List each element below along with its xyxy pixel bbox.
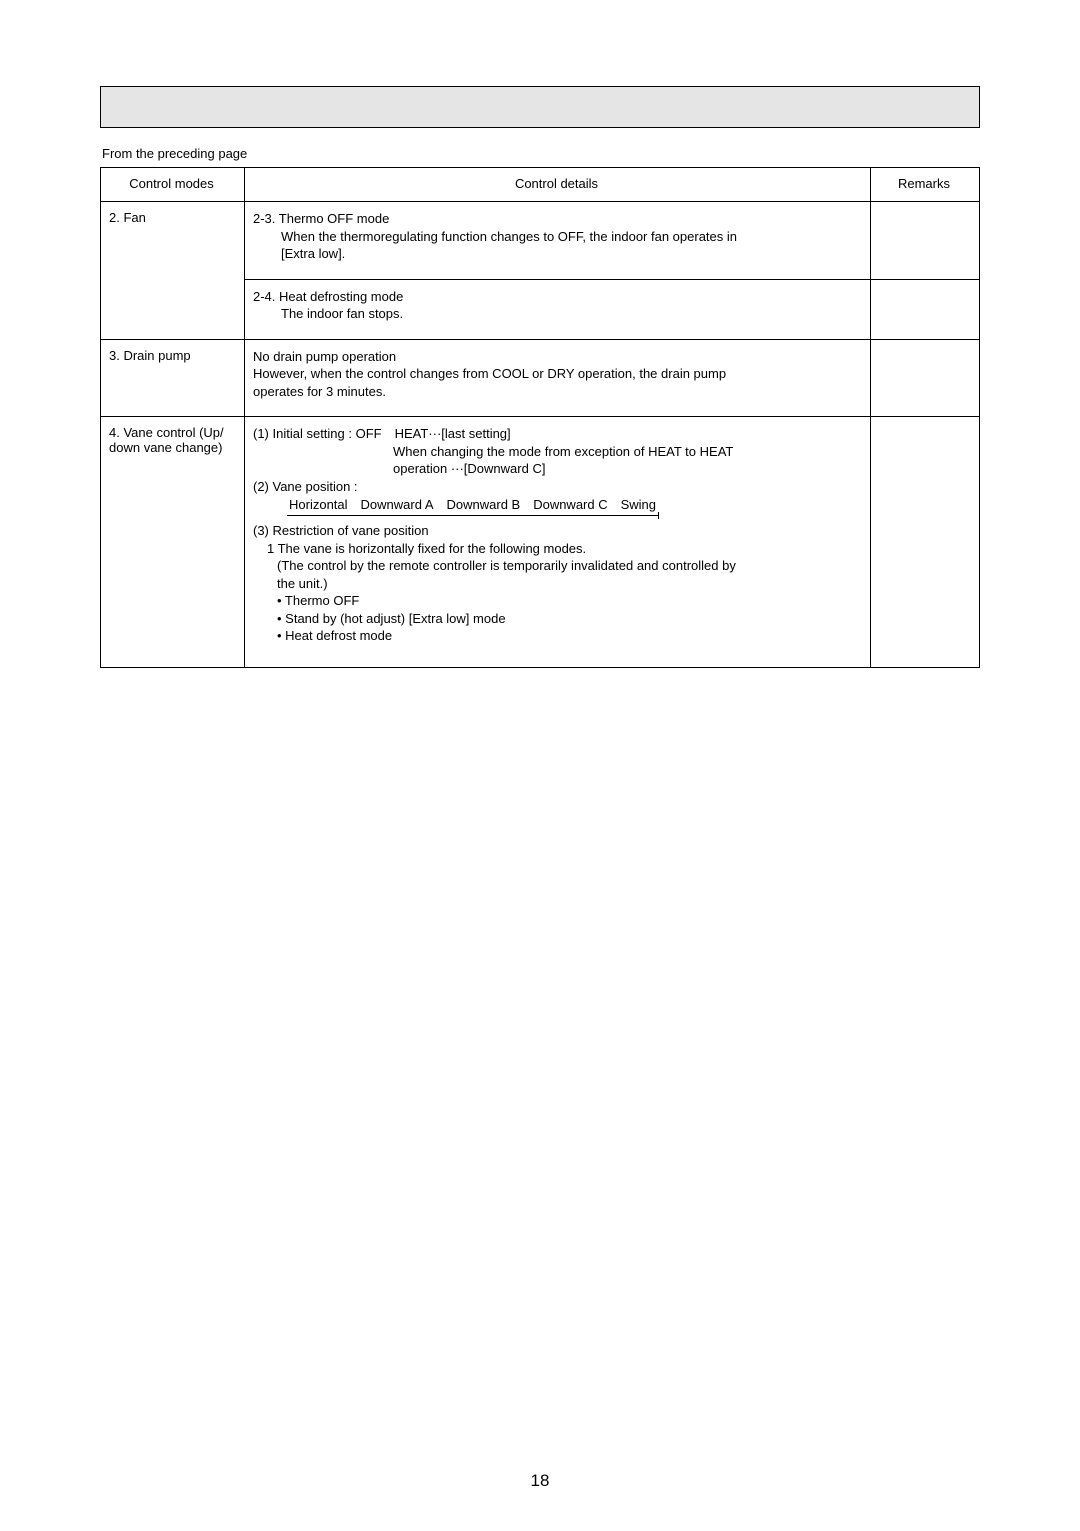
vane-p1a: When changing the mode from exception of… bbox=[253, 443, 860, 461]
drain-l1: No drain pump operation bbox=[253, 349, 396, 364]
vane-p3a: 1 The vane is horizontally fixed for the… bbox=[253, 540, 860, 558]
drain-row: 3. Drain pump No drain pump operation Ho… bbox=[101, 339, 980, 417]
vane-p3e: • Stand by (hot adjust) [Extra low] mode bbox=[253, 610, 860, 628]
fan-remarks-2 bbox=[871, 279, 980, 339]
fan-details-24: 2-4. Heat defrosting mode The indoor fan… bbox=[245, 279, 871, 339]
vane-p3f: • Heat defrost mode bbox=[253, 627, 860, 645]
header-remarks: Remarks bbox=[871, 168, 980, 202]
d24-body: The indoor fan stops. bbox=[253, 305, 860, 323]
vane-p3c: the unit.) bbox=[253, 575, 860, 593]
drain-details: No drain pump operation However, when th… bbox=[245, 339, 871, 417]
vane-p3b: (The control by the remote controller is… bbox=[253, 557, 860, 575]
drain-remarks bbox=[871, 339, 980, 417]
vane-row: 4. Vane control (Up/ down vane change) (… bbox=[101, 417, 980, 668]
header-modes: Control modes bbox=[101, 168, 245, 202]
vane-sequence: Horizontal Downward A Downward B Downwar… bbox=[287, 496, 658, 517]
vane-p3d: • Thermo OFF bbox=[253, 592, 860, 610]
fan-details-23: 2-3. Thermo OFF mode When the thermoregu… bbox=[245, 202, 871, 280]
fan-remarks-1 bbox=[871, 202, 980, 280]
drain-l2: However, when the control changes from C… bbox=[253, 366, 726, 381]
d23-body1: When the thermoregulating function chang… bbox=[253, 228, 860, 246]
d23-title: 2-3. Thermo OFF mode bbox=[253, 211, 389, 226]
drain-mode: 3. Drain pump bbox=[101, 339, 245, 417]
vane-mode: 4. Vane control (Up/ down vane change) bbox=[101, 417, 245, 668]
vane-p1: (1) Initial setting : OFF HEAT···[last s… bbox=[253, 426, 511, 441]
d23-body2: [Extra low]. bbox=[253, 245, 860, 263]
vane-p2: (2) Vane position : bbox=[253, 479, 358, 494]
drain-l3: operates for 3 minutes. bbox=[253, 384, 386, 399]
vane-p1b: operation ···[Downward C] bbox=[253, 460, 860, 478]
control-table: Control modes Control details Remarks 2.… bbox=[100, 167, 980, 668]
d24-title: 2-4. Heat defrosting mode bbox=[253, 289, 403, 304]
vane-p3: (3) Restriction of vane position bbox=[253, 523, 429, 538]
header-bar bbox=[100, 86, 980, 128]
page-number: 18 bbox=[0, 1471, 1080, 1491]
header-details: Control details bbox=[245, 168, 871, 202]
fan-row-1: 2. Fan 2-3. Thermo OFF mode When the the… bbox=[101, 202, 980, 280]
vane-details: (1) Initial setting : OFF HEAT···[last s… bbox=[245, 417, 871, 668]
table-header-row: Control modes Control details Remarks bbox=[101, 168, 980, 202]
intro-text: From the preceding page bbox=[102, 146, 980, 161]
vane-remarks bbox=[871, 417, 980, 668]
fan-mode: 2. Fan bbox=[101, 202, 245, 340]
